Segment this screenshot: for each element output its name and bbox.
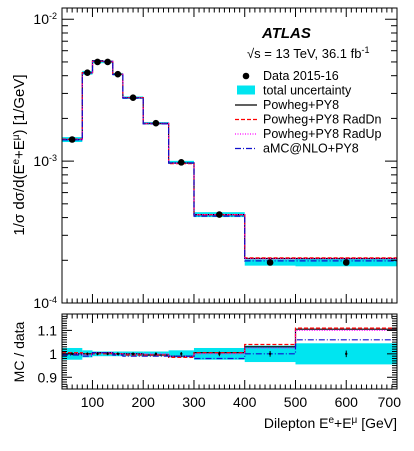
ratio-data-point: [345, 352, 348, 356]
ratio-data-points: [70, 350, 348, 358]
main-y-axis-label: 1/σ dσ/d(Ee+Eμ) [1/GeV]: [11, 74, 29, 235]
ratio-data-point: [131, 352, 135, 356]
ratio-x-tick-labels: 100 200 300 400 500 600 700: [81, 394, 401, 410]
data-point: [129, 94, 137, 101]
legend-item-data-2015-16: Data 2015-16: [242, 69, 339, 83]
data-point: [342, 259, 350, 266]
ratio-data-point: [86, 352, 89, 356]
x-tick-label: 300: [182, 394, 206, 410]
ratio-data-point: [268, 352, 272, 356]
legend-item-powheg-py8-raddn: Powheg+PY8 RadDn: [235, 113, 382, 127]
ratio-ticks: [62, 313, 398, 390]
main-prediction-lines: [62, 60, 397, 262]
ratio-data-point: [70, 352, 74, 356]
ratio-y-tick-label: 1: [49, 346, 57, 362]
main-y-tick-label: 10-2: [33, 11, 57, 27]
legend-label: Data 2015-16: [263, 69, 339, 83]
legend-marker-point: [242, 72, 250, 80]
legend-item-total-uncertainty: total uncertainty: [237, 84, 352, 98]
main-y-tick-label: 10-4: [33, 295, 57, 311]
x-tick-label: 700: [378, 394, 402, 410]
ratio-data-point: [116, 352, 120, 356]
atlas-label: ATLAS: [261, 25, 311, 42]
data-point: [104, 58, 111, 66]
data-point: [94, 58, 101, 66]
x-tick-label: 400: [233, 394, 257, 410]
x-axis-label: Dilepton Ee+Eμ [GeV]: [264, 415, 397, 432]
legend-marker-band: [237, 85, 255, 95]
legend-item-amc-nlo-py8: aMC@NLO+PY8: [235, 142, 359, 156]
ratio-y-tick-labels: 0.9 1 1.1: [38, 322, 58, 385]
ratio-y-tick-label: 0.9: [38, 369, 58, 385]
x-tick-label: 500: [284, 394, 308, 410]
main-data-points: [68, 58, 350, 266]
data-point: [152, 119, 160, 127]
x-tick-label: 100: [81, 394, 105, 410]
legend-item-powheg-py8: Powheg+PY8: [235, 98, 339, 112]
ratio-data-point: [218, 352, 221, 356]
legend-label: aMC@NLO+PY8: [263, 142, 359, 156]
main-panel: 10-2 10-3 10-4 1/σ dσ/d(Ee+Eμ) [1/GeV]: [11, 7, 398, 311]
main-line-amc-nlo-py8: [62, 60, 397, 262]
ratio-data-point: [96, 352, 99, 356]
x-tick-label: 600: [335, 394, 359, 410]
ratio-data-point: [180, 352, 183, 356]
data-point: [84, 69, 91, 76]
data-point: [266, 259, 274, 266]
data-point: [216, 211, 223, 218]
legend-label: Powheg+PY8 RadUp: [263, 127, 382, 141]
ratio-y-tick-label: 1.1: [38, 322, 58, 338]
ratio-data-point: [154, 352, 158, 356]
energy-lumi-label: √s = 13 TeV, 36.1 fb-1: [247, 45, 370, 61]
main-y-tick-labels: 10-2 10-3 10-4: [33, 11, 57, 311]
ratio-line-amc-nlo-py8: [62, 339, 397, 360]
x-tick-label: 200: [132, 394, 156, 410]
legend-item-powheg-py8-radup: Powheg+PY8 RadUp: [235, 127, 382, 141]
ratio-y-axis-label: MC / data: [11, 321, 27, 382]
ratio-data-point: [106, 352, 109, 356]
legend-label: Powheg+PY8 RadDn: [263, 113, 382, 127]
data-point: [114, 70, 122, 78]
data-point: [177, 159, 185, 166]
legend-label: total uncertainty: [263, 84, 352, 98]
main-y-tick-label: 10-3: [33, 153, 57, 169]
ratio-line-powheg-py8-radup: [62, 329, 397, 357]
data-point: [68, 136, 76, 143]
main-ticks: [62, 8, 398, 304]
ratio-panel: 0.911.1 100 200 300 400 500 600 700 MC / data …: [11, 313, 401, 432]
legend-label: Powheg+PY8: [263, 98, 339, 112]
